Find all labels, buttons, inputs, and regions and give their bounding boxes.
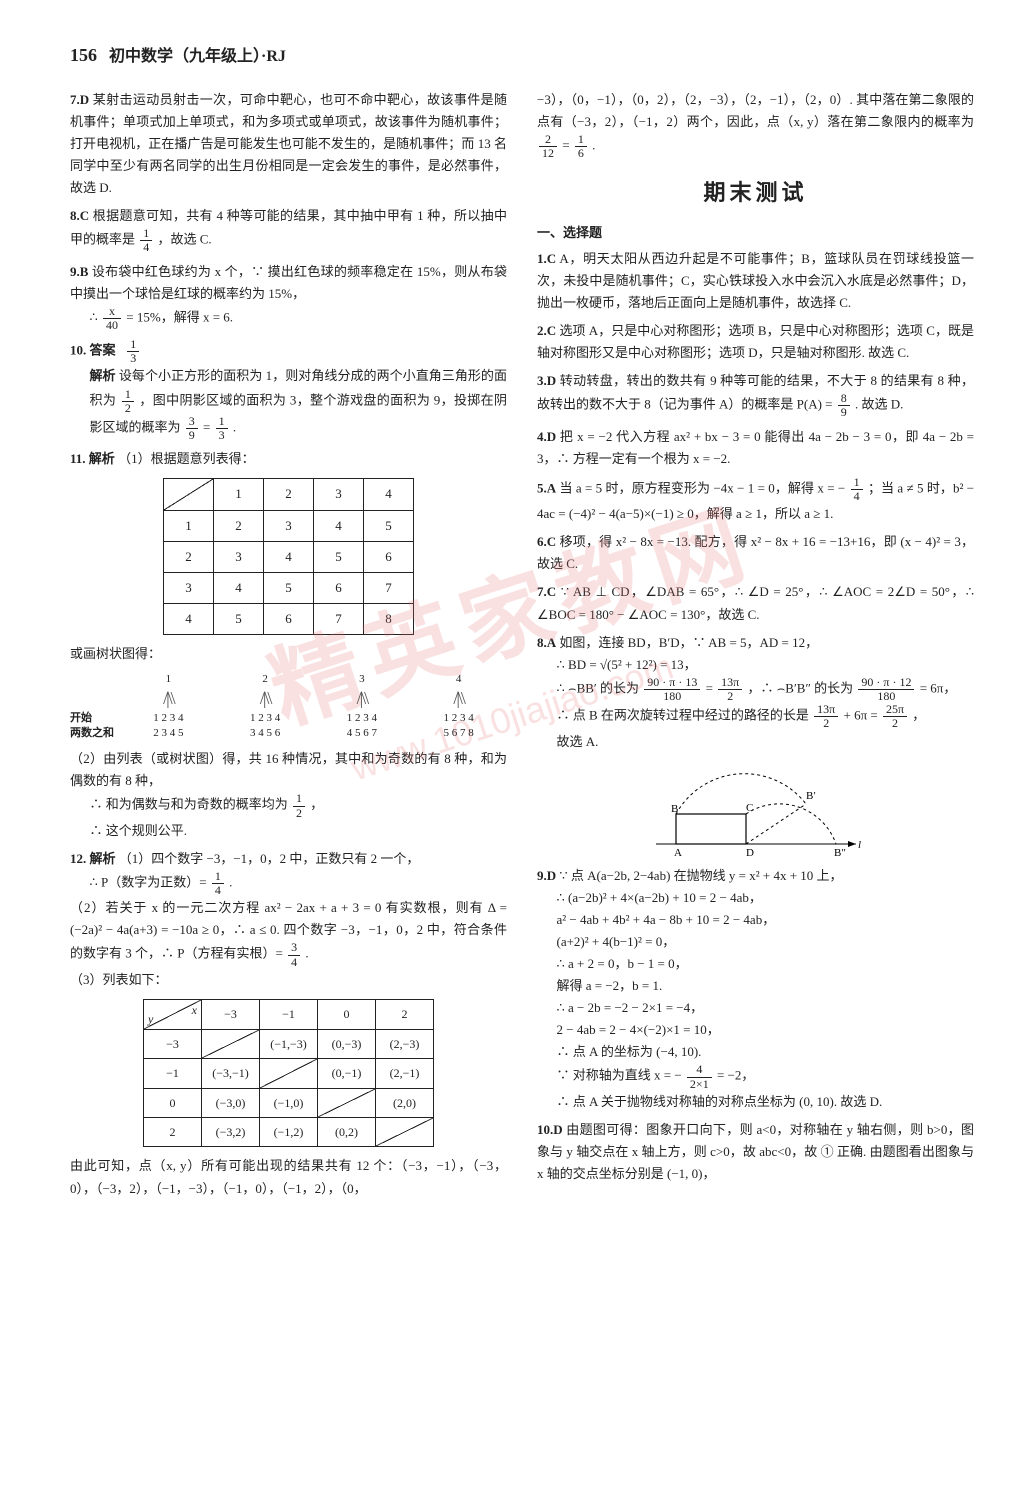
q12-jx-label: 解析 [90,851,116,866]
svg-text:D: D [746,847,754,859]
r-q10: 10.D 由题图可得：图象开口向下，则 a<0，对称轴在 y 轴右侧，则 b>0… [537,1119,974,1185]
right-column: −3），（0，−1），（0，2），（2，−3），（2，−1），（2，0）. 其中… [537,89,974,1206]
r-q9: 9.D ∵ 点 A(a−2b, 2−4ab) 在抛物线 y = x² + 4x … [537,865,974,1113]
q12-table: x y −3 −1 0 2 −3(−1,−3)(0,−3)(2,−3) −1(−… [143,999,434,1148]
q12-continuation: −3），（0，−1），（0，2），（2，−3），（2，−1），（2，0）. 其中… [537,89,974,161]
subsection-head: 一、选择题 [537,222,974,244]
table-row: −1(−3,−1)(0,−1)(2,−1) [144,1059,434,1088]
svg-text:C: C [746,802,753,814]
q10-jx: 解析 设每个小正方形的面积为 1，则对角线分成的两个小直角三角形的面积为 12 … [70,365,507,442]
r-q4: 4.D 把 x = −2 代入方程 ax² + bx − 3 = 0 能得出 4… [537,426,974,470]
svg-text:B″: B″ [834,847,846,859]
r-q5: 5.A 当 a = 5 时，原方程变形为 −4x − 1 = 0，解得 x = … [537,476,974,525]
header-title: 初中数学（九年级上）·RJ [109,48,286,65]
q11-t2: （2）由列表（或树状图）得，共 16 种情况，其中和为奇数的有 8 种，和为偶数… [70,748,507,792]
q7: 7.D 某射击运动员射击一次，可命中靶心，也可不命中靶心，故该事件是随机事件；单… [70,89,507,199]
page-number: 156 [70,45,97,65]
q10: 10. 答案 13 解析 设每个小正方形的面积为 1，则对角线分成的两个小直角三… [70,338,507,442]
q11: 11. 解析 （1）根据题意列表得： 1 2 3 4 12345 23456 3… [70,448,507,841]
q9-line2: ∴ x40 = 15%，解得 x = 6. [70,305,507,332]
two-column-layout: 7.D 某射击运动员射击一次，可命中靶心，也可不命中靶心，故该事件是随机事件；单… [70,89,974,1206]
svg-text:l: l [858,839,861,851]
q12-num: 12. [70,851,86,866]
q11-t4: ∴ 这个规则公平. [70,820,507,842]
q9-text-a: 设布袋中红色球约为 x 个，∵ 摸出红色球的频率稳定在 15%，则从布袋中摸出一… [70,264,507,301]
section-title: 期末测试 [537,174,974,211]
table-row: −3(−1,−3)(0,−3)(2,−3) [144,1029,434,1058]
q8-text-a: 根据题意可知，共有 4 种等可能的结果，其中抽中甲有 1 种，所以抽中甲的概率是 [70,208,507,247]
q11-tree-label: 或画树状图得： [70,643,507,665]
table-row: 2(−3,2)(−1,2)(0,2) [144,1118,434,1147]
q9-num: 9.B [70,264,88,279]
r-q1: 1.C A，明天太阳从西边升起是不可能事件；B，篮球队员在罚球线投篮一次，未投中… [537,248,974,314]
q10-jx-label: 解析 [90,368,116,383]
q11-tree: 1 2 3 4 /|\\ /|\\ /|\\ /|\\ 开始 1 2 3 4 1… [70,673,507,740]
q11-table: 1 2 3 4 12345 23456 34567 45678 [163,478,414,634]
q11-jx-label: 解析 [89,451,115,466]
q11-num: 11. [70,451,86,466]
q8-text-b: ，故选 C. [158,232,212,247]
q8: 8.C 根据题意可知，共有 4 种等可能的结果，其中抽中甲有 1 种，所以抽中甲… [70,205,507,254]
page-header: 156 初中数学（九年级上）·RJ [70,40,974,71]
svg-text:A: A [674,847,682,859]
q7-text: 某射击运动员射击一次，可命中靶心，也可不命中靶心，故该事件是随机事件；单项式加上… [70,92,507,195]
table-row: 0(−3,0)(−1,0)(2,0) [144,1088,434,1117]
r-q8: 8.A 如图，连接 BD，B′D，∵ AB = 5，AD = 12， ∴ BD … [537,632,974,859]
q10-num: 10. [70,343,86,358]
table-row: 34567 [164,572,414,603]
r-q6: 6.C 移项，得 x² − 8x = −13. 配方，得 x² − 8x + 1… [537,531,974,575]
q7-num: 7.D [70,92,89,107]
r-q7: 7.C ∵ AB ⊥ CD，∠DAB = 65°，∴ ∠D = 25°，∴ ∠A… [537,581,974,625]
q11-t3: ∴ 和为偶数与和为奇数的概率均为 12 ， [70,792,507,819]
q9-frac: x40 [103,305,121,332]
svg-text:B′: B′ [806,790,816,802]
table-row: 45678 [164,603,414,634]
q12: 12. 解析 （1）四个数字 −3，−1，0，2 中，正数只有 2 一个， ∴ … [70,848,507,1200]
q8-figure: A B C D B′ B″ l [646,759,866,859]
q8-num: 8.C [70,208,89,223]
table-row: x y −3 −1 0 2 [144,999,434,1029]
q10-ans-label: 答案 [90,343,116,358]
table-row: 12345 [164,510,414,541]
r-q3: 3.D 转动转盘，转出的数共有 9 种等可能的结果，不大于 8 的结果有 8 种… [537,370,974,419]
svg-text:B: B [671,803,678,815]
q8-frac: 14 [140,227,152,254]
q10-ans-frac: 13 [127,338,139,365]
r-q2: 2.C 选项 A，只是中心对称图形；选项 B，只是中心对称图形；选项 C，既是轴… [537,320,974,364]
table-row: 1 2 3 4 [164,479,414,510]
left-column: 7.D 某射击运动员射击一次，可命中靶心，也可不命中靶心，故该事件是随机事件；单… [70,89,507,1206]
q9: 9.B 设布袋中红色球约为 x 个，∵ 摸出红色球的频率稳定在 15%，则从布袋… [70,261,507,333]
table-row: 23456 [164,541,414,572]
